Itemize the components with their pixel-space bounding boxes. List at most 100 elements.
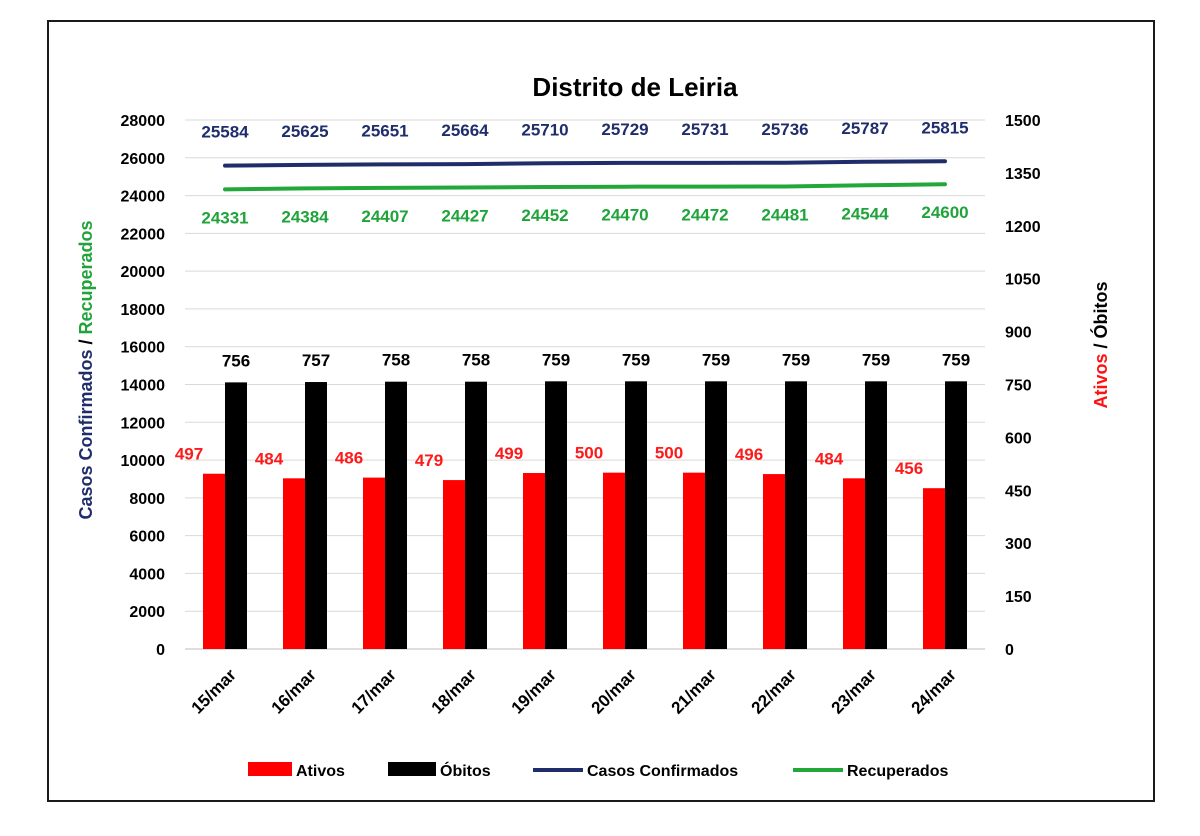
right-tick-label: 900 [1005, 325, 1032, 342]
left-tick-label: 2000 [129, 604, 165, 621]
obitos-data-label: 759 [542, 350, 570, 369]
x-tick-label: 16/mar [268, 665, 320, 717]
obitos-data-label: 759 [862, 350, 890, 369]
ativos-data-label: 500 [655, 444, 683, 463]
casos-confirmados-data-label: 25584 [201, 123, 249, 142]
data-labels: 497 756 484 757 486 758 479 758 499 759 500 759 500 7… [175, 118, 970, 478]
left-tick-label: 6000 [129, 529, 165, 546]
ativos-bar [923, 488, 945, 649]
ativos-data-label: 484 [255, 449, 284, 468]
x-axis-ticks: 15/mar 16/mar 17/mar 18/mar 19/mar 20/mar 21/m… [188, 665, 960, 717]
left-axis-title-part2: Recuperados [76, 220, 96, 334]
right-axis-title-separator: / [1091, 338, 1111, 353]
chart-title: Distrito de Leiria [532, 72, 738, 102]
obitos-bar [625, 381, 647, 649]
recuperados-line [223, 182, 947, 192]
left-tick-label: 24000 [121, 189, 166, 206]
obitos-data-label: 759 [702, 350, 730, 369]
right-tick-label: 600 [1005, 430, 1032, 447]
left-tick-label: 8000 [129, 491, 165, 508]
obitos-bar [225, 382, 247, 649]
legend-swatch [248, 762, 292, 776]
ativos-data-label: 497 [175, 445, 203, 464]
ativos-bar [443, 480, 465, 649]
ativos-bar [203, 473, 225, 649]
ativos-data-label: 479 [415, 451, 443, 470]
right-axis-title-part1: Ativos [1091, 354, 1111, 409]
ativos-data-label: 484 [815, 449, 844, 468]
recuperados-data-label: 24470 [601, 206, 648, 225]
ativos-data-label: 496 [735, 445, 763, 464]
right-axis-title-part2: Óbitos [1090, 281, 1111, 338]
left-tick-label: 0 [156, 642, 165, 659]
obitos-bar [945, 381, 967, 649]
obitos-data-label: 758 [462, 351, 490, 370]
obitos-bar [785, 381, 807, 649]
x-tick-label: 22/mar [748, 665, 800, 717]
x-tick-label: 17/mar [348, 665, 400, 717]
ativos-bar [603, 472, 625, 649]
legend-label: Ativos [296, 763, 345, 780]
left-tick-label: 4000 [129, 566, 165, 583]
left-tick-label: 18000 [121, 302, 166, 319]
ativos-bar [843, 478, 865, 649]
right-axis-title: Ativos / Óbitos [1090, 281, 1111, 408]
obitos-data-label: 759 [622, 350, 650, 369]
ativos-data-label: 486 [335, 449, 363, 468]
left-tick-label: 22000 [121, 226, 166, 243]
ativos-data-label: 500 [575, 444, 603, 463]
x-tick-label: 23/mar [828, 665, 880, 717]
right-tick-label: 1200 [1005, 219, 1041, 236]
casos-confirmados-data-label: 25731 [681, 120, 728, 139]
ativos-bar [363, 477, 385, 649]
right-tick-label: 1500 [1005, 113, 1041, 130]
ativos-bar [683, 472, 705, 649]
left-axis-title-separator: / [76, 334, 96, 349]
legend-label: Óbitos [440, 761, 491, 780]
lines [223, 159, 947, 192]
obitos-bar [705, 381, 727, 649]
obitos-bar [465, 381, 487, 649]
right-axis-ticks: 0 150 300 450 600 750 900 1050 1200 1350 1500 [1005, 113, 1041, 659]
obitos-bar [305, 382, 327, 649]
x-tick-label: 21/mar [668, 665, 720, 717]
left-tick-label: 20000 [121, 264, 166, 281]
recuperados-data-label: 24481 [761, 205, 808, 224]
obitos-data-label: 758 [382, 351, 410, 370]
legend-label: Recuperados [847, 763, 948, 780]
left-tick-label: 26000 [121, 151, 166, 168]
right-tick-label: 750 [1005, 378, 1032, 395]
right-tick-label: 0 [1005, 642, 1014, 659]
casos-confirmados-line [223, 159, 947, 168]
left-tick-label: 28000 [121, 113, 166, 130]
obitos-data-label: 757 [302, 351, 330, 370]
right-tick-label: 1350 [1005, 166, 1041, 183]
obitos-bar [385, 381, 407, 649]
obitos-data-label: 756 [222, 351, 250, 370]
casos-confirmados-data-label: 25625 [281, 122, 328, 141]
obitos-data-label: 759 [942, 350, 970, 369]
left-tick-label: 14000 [121, 378, 166, 395]
legend-swatch [388, 762, 436, 776]
casos-confirmados-data-label: 25729 [601, 120, 648, 139]
left-tick-label: 10000 [121, 453, 166, 470]
casos-confirmados-data-label: 25664 [441, 121, 489, 140]
obitos-data-label: 759 [782, 350, 810, 369]
recuperados-data-label: 24600 [921, 203, 968, 222]
casos-confirmados-data-label: 25651 [361, 121, 408, 140]
x-tick-label: 19/mar [508, 665, 560, 717]
ativos-data-label: 456 [895, 459, 923, 478]
obitos-bar [545, 381, 567, 649]
right-tick-label: 1050 [1005, 272, 1041, 289]
x-tick-label: 24/mar [908, 665, 960, 717]
right-tick-label: 300 [1005, 536, 1032, 553]
recuperados-data-label: 24472 [681, 206, 728, 225]
ativos-bar [283, 478, 305, 649]
casos-confirmados-data-label: 25710 [521, 120, 568, 139]
obitos-bar [865, 381, 887, 649]
recuperados-data-label: 24384 [281, 207, 329, 226]
recuperados-data-label: 24331 [201, 208, 248, 227]
left-tick-label: 12000 [121, 415, 166, 432]
recuperados-data-label: 24407 [361, 207, 408, 226]
right-tick-label: 450 [1005, 483, 1032, 500]
